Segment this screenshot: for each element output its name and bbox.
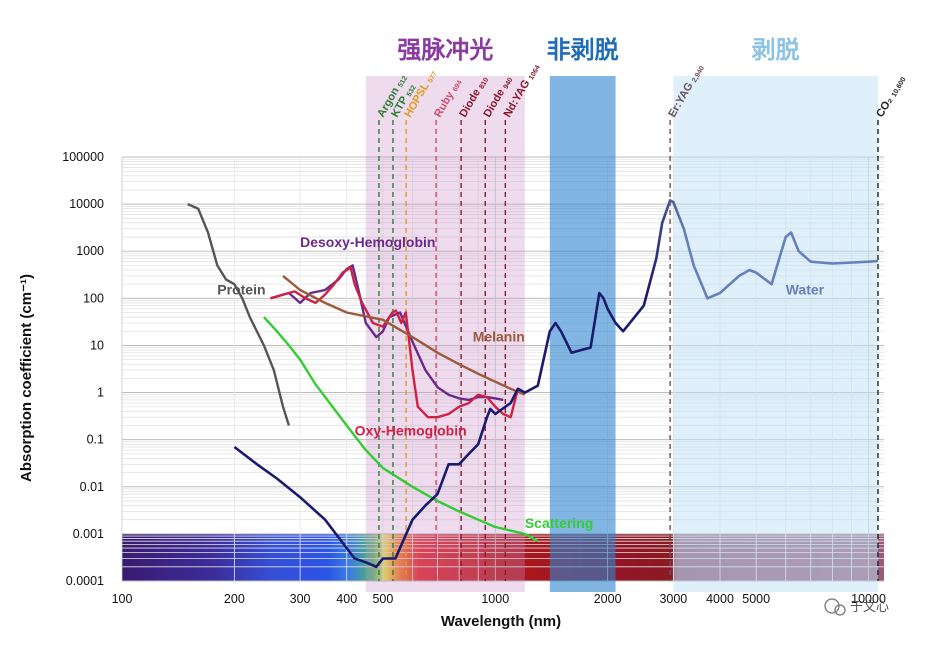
series-line-melanin xyxy=(282,274,526,396)
y-tick-label: 0.01 xyxy=(80,480,104,494)
absorption-curves xyxy=(187,199,879,569)
laser-wavelength: 1064 xyxy=(528,64,542,81)
x-tick-label: 200 xyxy=(224,592,245,606)
series-line-protein xyxy=(187,203,291,426)
y-tick-label: 1 xyxy=(97,386,104,400)
x-tick-label: 2000 xyxy=(594,592,622,606)
laser-wavelength: 10,600 xyxy=(891,76,908,98)
curve-labels: Protein Desoxy-Hemoglobin Melanin Oxy-Hemog… xyxy=(217,234,824,531)
series-line-water xyxy=(233,199,879,569)
laser-wavelength: 940 xyxy=(503,77,515,91)
x-tick-label: 300 xyxy=(290,592,311,606)
laser-wavelength: 577 xyxy=(427,70,439,84)
curve-label-water: Water xyxy=(786,281,825,297)
laser-wavelength: 694 xyxy=(452,79,464,93)
laser-wavelength: 512 xyxy=(397,75,409,89)
y-tick-label: 1000 xyxy=(76,244,104,258)
curve-label-oxy-hemoglobin: Oxy-Hemoglobin xyxy=(355,423,467,439)
laser-label-co-10-600: CO₂ 10,600 xyxy=(874,74,907,120)
y-tick-label: 0.001 xyxy=(73,527,104,541)
x-tick-label: 400 xyxy=(336,592,357,606)
y-tick-label: 100000 xyxy=(62,150,104,164)
laser-wavelength: 810 xyxy=(478,77,490,91)
x-axis-title: Wavelength (nm) xyxy=(441,613,561,630)
curve-label-protein: Protein xyxy=(217,281,265,297)
y-tick-label: 0.0001 xyxy=(66,574,104,588)
y-tick-label: 100 xyxy=(83,291,104,305)
x-tick-label: 5000 xyxy=(742,592,770,606)
x-tick-label: 10000 xyxy=(851,592,886,606)
watermark: 于文心 xyxy=(824,598,889,616)
x-tick-label: 4000 xyxy=(706,592,734,606)
series-line-scattering xyxy=(263,316,539,543)
y-tick-label: 10 xyxy=(90,338,104,352)
wechat-icon xyxy=(824,598,840,614)
watermark-text: 于文心 xyxy=(850,600,889,615)
series-line-desoxy-hemoglobin xyxy=(270,264,504,402)
curve-label-melanin: Melanin xyxy=(473,328,525,344)
x-tick-label: 3000 xyxy=(659,592,687,606)
region-2-band xyxy=(549,76,616,592)
region-3-title: 剥脱 xyxy=(752,36,800,64)
x-tick-label: 1000 xyxy=(481,592,509,606)
curve-label-desoxy-hemoglobin: Desoxy-Hemoglobin xyxy=(300,234,435,250)
x-tick-label: 500 xyxy=(372,592,393,606)
region-2-title: 非剥脱 xyxy=(547,36,619,64)
region-1-title: 强脉冲光 xyxy=(397,36,493,64)
curve-label-scattering: Scattering xyxy=(525,515,593,531)
laser-wavelength: 532 xyxy=(406,84,418,98)
region-3-band xyxy=(673,76,878,592)
y-tick-label: 0.1 xyxy=(87,433,104,447)
axes: 0.0001 0.001 0.01 0.1 1 10 100 1000 10000 100000 1… xyxy=(62,150,886,606)
y-axis-title: Absorption coefficient (cm⁻¹) xyxy=(18,274,35,482)
wechat-icon-bubble xyxy=(834,604,846,616)
y-tick-label: 10000 xyxy=(69,197,104,211)
series-line-oxy-hemoglobin xyxy=(270,266,526,419)
treatment-regions: 强脉冲光 非剥脱 剥脱 xyxy=(365,36,878,592)
x-tick-label: 100 xyxy=(112,592,133,606)
